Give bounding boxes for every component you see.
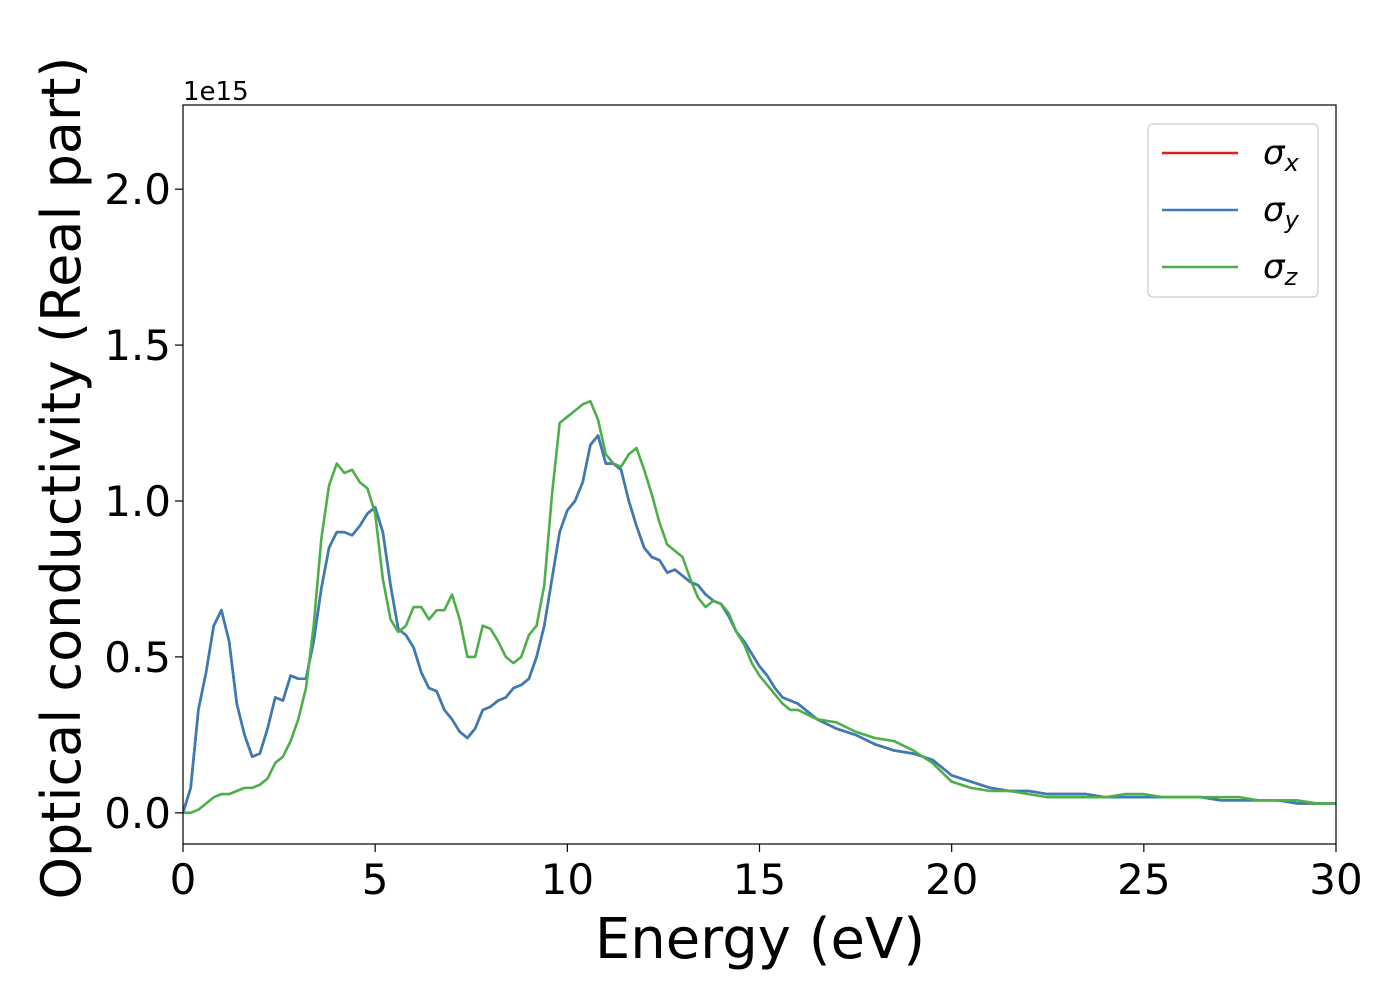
series-line-z (183, 399, 1336, 815)
x-tick-label: 0 (170, 855, 197, 904)
legend-label-y: σy (1263, 190, 1300, 234)
y-tick-label: 1.5 (104, 321, 171, 370)
series-line-y (183, 434, 1336, 814)
x-axis-label: Energy (eV) (595, 907, 925, 972)
x-axis-ticks: 0 5 10 15 20 25 30 (170, 844, 1363, 904)
x-tick-label: 5 (362, 855, 389, 904)
legend: σx σy σz (1147, 123, 1319, 298)
y-tick-label: 2.0 (104, 165, 171, 214)
x-tick-label: 25 (1117, 855, 1170, 904)
y-tick-label: 0.0 (104, 789, 171, 838)
legend-label-x: σx (1263, 133, 1300, 177)
legend-label-z: σz (1263, 247, 1299, 291)
x-tick-label: 20 (925, 855, 978, 904)
y-tick-label: 1.0 (104, 477, 171, 526)
x-tick-label: 10 (541, 855, 594, 904)
y-axis-ticks: 0.0 0.5 1.0 1.5 2.0 (104, 165, 183, 838)
y-axis-label: Optical conductivity (Real part) (30, 57, 93, 900)
x-tick-label: 30 (1309, 855, 1362, 904)
x-tick-label: 15 (733, 855, 786, 904)
series-layer (183, 399, 1336, 815)
y-tick-label: 0.5 (104, 633, 171, 682)
y-axis-offset-text: 1e15 (183, 77, 249, 107)
